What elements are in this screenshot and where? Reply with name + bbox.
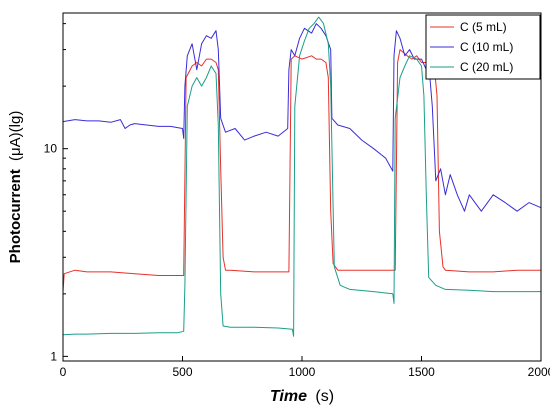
x-tick-label: 500 <box>172 365 192 379</box>
y-axis-title-unit: (μA)(lg) <box>7 111 24 161</box>
y-tick-label: 10 <box>44 142 58 156</box>
x-tick-label: 0 <box>60 365 67 379</box>
legend: C (5 mL) C (10 mL) C (20 mL) <box>425 14 541 80</box>
x-axis-title-unit: (s) <box>315 388 334 405</box>
x-tick-label: 2000 <box>528 365 550 379</box>
series-line-2 <box>62 16 541 337</box>
legend-label-20ml: C (20 mL) <box>460 60 513 74</box>
axis-ticks: 0 500 1000 1500 2000 1 10 <box>44 23 550 379</box>
y-tick-label: 1 <box>50 349 57 363</box>
x-axis-title: Time (s) <box>270 388 334 405</box>
x-axis-title-main: Time <box>270 388 307 405</box>
y-axis-title-main: Photocurrent <box>7 169 24 263</box>
legend-label-5ml: C (5 mL) <box>460 20 507 34</box>
series-line-1 <box>62 23 542 212</box>
y-axis-title: Photocurrent (μA)(lg) <box>7 111 24 264</box>
legend-label-10ml: C (10 mL) <box>460 40 513 54</box>
x-tick-label: 1000 <box>289 365 316 379</box>
x-tick-label: 1500 <box>408 365 435 379</box>
